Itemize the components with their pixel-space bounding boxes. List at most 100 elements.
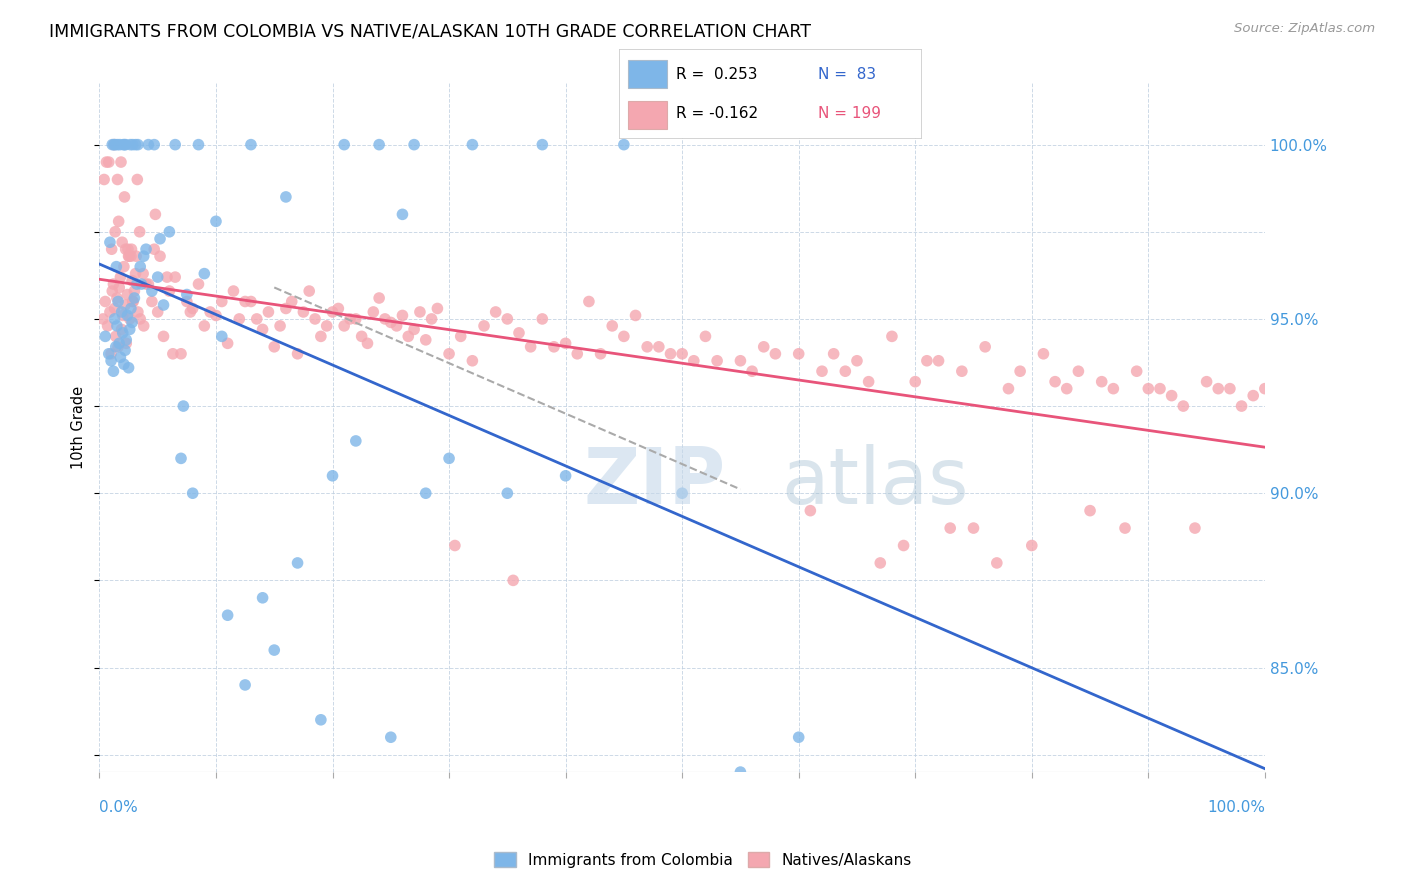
Point	[1067, 364, 1090, 378]
Point	[103, 277, 125, 291]
Point	[132, 267, 155, 281]
Text: IMMIGRANTS FROM COLOMBIA VS NATIVE/ALASKAN 10TH GRADE CORRELATION CHART: IMMIGRANTS FROM COLOMBIA VS NATIVE/ALASK…	[49, 22, 811, 40]
Point	[554, 336, 576, 351]
Point	[1173, 399, 1195, 413]
Point	[157, 284, 180, 298]
Point	[121, 242, 143, 256]
Point	[461, 137, 484, 152]
Point	[893, 539, 915, 553]
Point	[118, 322, 141, 336]
Point	[97, 318, 120, 333]
Point	[333, 318, 356, 333]
Point	[787, 730, 810, 744]
Point	[105, 260, 128, 274]
Point	[1160, 389, 1182, 403]
Point	[107, 214, 129, 228]
Point	[246, 312, 269, 326]
Point	[1102, 382, 1125, 396]
Point	[741, 364, 763, 378]
Y-axis label: 10th Grade: 10th Grade	[72, 385, 86, 468]
Point	[117, 287, 139, 301]
Point	[118, 312, 141, 326]
Point	[613, 137, 636, 152]
Point	[146, 270, 169, 285]
Point	[120, 249, 142, 263]
Point	[368, 291, 391, 305]
Point	[124, 291, 146, 305]
Point	[858, 375, 880, 389]
Point	[339, 312, 361, 326]
Point	[115, 333, 138, 347]
Point	[170, 347, 193, 361]
Point	[112, 260, 135, 274]
Point	[124, 267, 146, 281]
Point	[344, 312, 367, 326]
Point	[1241, 389, 1264, 403]
Point	[205, 309, 228, 323]
Point	[600, 318, 623, 333]
Point	[132, 249, 155, 263]
Point	[671, 347, 693, 361]
Point	[1184, 521, 1206, 535]
Point	[110, 155, 132, 169]
Point	[567, 347, 589, 361]
Point	[114, 137, 136, 152]
Point	[368, 137, 391, 152]
Point	[233, 678, 256, 692]
Point	[869, 556, 891, 570]
Point	[263, 643, 285, 657]
Point	[205, 214, 228, 228]
Point	[114, 343, 136, 358]
Point	[659, 347, 682, 361]
Point	[145, 207, 167, 221]
Point	[117, 249, 139, 263]
Point	[211, 294, 233, 309]
Point	[105, 318, 128, 333]
Text: R = -0.162: R = -0.162	[676, 106, 758, 120]
Point	[508, 326, 530, 340]
Point	[461, 353, 484, 368]
Point	[298, 284, 321, 298]
Text: ZIP: ZIP	[583, 444, 725, 520]
Point	[404, 322, 426, 336]
Point	[98, 235, 121, 250]
Point	[1114, 521, 1136, 535]
Point	[108, 280, 131, 294]
Point	[107, 172, 129, 186]
Point	[125, 277, 148, 291]
Point	[239, 294, 262, 309]
Point	[624, 309, 647, 323]
Point	[176, 294, 198, 309]
Point	[110, 305, 132, 319]
Point	[636, 340, 658, 354]
Point	[127, 137, 149, 152]
Point	[131, 277, 153, 291]
Point	[404, 137, 426, 152]
Point	[93, 172, 115, 186]
Point	[118, 249, 141, 263]
Point	[138, 137, 160, 152]
Point	[94, 329, 117, 343]
Point	[880, 329, 903, 343]
Point	[292, 305, 315, 319]
Point	[149, 249, 172, 263]
Point	[834, 364, 856, 378]
Point	[115, 336, 138, 351]
Point	[648, 340, 671, 354]
Point	[682, 353, 704, 368]
Point	[274, 190, 297, 204]
Point	[915, 353, 938, 368]
Point	[193, 318, 215, 333]
Point	[437, 451, 460, 466]
Point	[374, 312, 396, 326]
Point	[420, 312, 443, 326]
Point	[128, 225, 150, 239]
Point	[385, 318, 408, 333]
Point	[846, 353, 869, 368]
Point	[322, 468, 344, 483]
Point	[502, 574, 524, 588]
Point	[103, 137, 125, 152]
Point	[391, 207, 413, 221]
Text: R =  0.253: R = 0.253	[676, 67, 758, 81]
Point	[120, 301, 142, 316]
